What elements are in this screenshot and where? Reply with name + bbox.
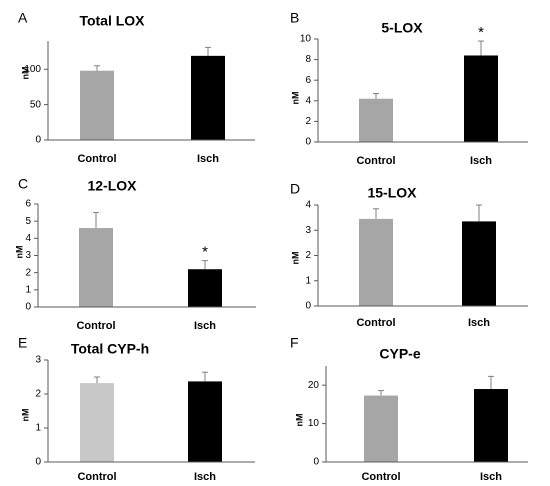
panel-letter: E [18, 335, 27, 351]
chart-title: Total CYP-h [71, 341, 149, 357]
x-category-label: Isch [194, 471, 216, 483]
bar-control [364, 395, 398, 462]
chart-panel-d: D 15-LOX nM 0 1 2 3 4 Control Isch [290, 181, 528, 329]
y-tick-label: 100 [24, 64, 41, 75]
chart-panel-b: B 5-LOX nM 0 2 4 6 8 10 Control * Isch [290, 10, 528, 167]
chart-panel-c: C 12-LOX nM 0 1 2 3 4 5 6 Control * Isch [14, 176, 256, 332]
bar-isch [462, 221, 496, 306]
x-category-label: Isch [480, 471, 502, 483]
chart-title: 12-LOX [87, 178, 137, 194]
y-tick-label: 50 [30, 99, 42, 110]
x-category-label: Control [77, 153, 116, 165]
y-axis-label: nM [290, 92, 300, 105]
panel-letter: C [18, 176, 28, 192]
y-tick-label: 1 [305, 275, 311, 286]
y-tick-label: 1 [35, 423, 41, 434]
y-axis-label: nM [20, 409, 30, 422]
y-tick-label: 0 [313, 457, 319, 468]
y-tick-label: 3 [25, 250, 31, 261]
significance-marker: * [478, 24, 484, 41]
x-category-label: Isch [197, 153, 219, 165]
y-tick-label: 10 [300, 34, 312, 45]
y-tick-label: 4 [25, 233, 31, 244]
chart-title: 15-LOX [367, 185, 417, 201]
y-axis-label: nM [14, 246, 24, 259]
y-tick-label: 8 [305, 54, 311, 65]
y-tick-label: 4 [305, 95, 311, 106]
bar-control [359, 98, 393, 142]
y-tick-label: 0 [35, 135, 41, 146]
y-tick-label: 5 [25, 216, 31, 227]
bar-control [79, 228, 113, 307]
y-tick-label: 0 [25, 302, 31, 313]
x-category-label: Control [356, 317, 395, 329]
x-category-label: Isch [194, 320, 216, 332]
chart-panel-a: A Total LOX nM 0 50 100 Control Isch [18, 10, 255, 165]
bar-isch [474, 389, 508, 462]
y-tick-label: 0 [305, 301, 311, 312]
y-tick-label: 6 [305, 75, 311, 86]
bar-control [359, 218, 393, 306]
bar-isch [188, 269, 222, 307]
bar-isch [191, 55, 225, 140]
chart-panel-f: F CYP-e nM 0 10 20 Control Isch [290, 335, 528, 483]
y-tick-label: 0 [35, 457, 41, 468]
y-axis-label: nM [294, 414, 304, 427]
y-axis-label: nM [20, 67, 30, 80]
y-tick-label: 10 [308, 418, 320, 429]
significance-marker: * [202, 244, 208, 261]
y-tick-label: 3 [35, 355, 41, 366]
y-tick-label: 20 [308, 380, 320, 391]
y-tick-label: 4 [305, 200, 311, 211]
chart-title: Total LOX [79, 13, 145, 29]
y-tick-label: 0 [305, 137, 311, 148]
panel-letter: A [18, 10, 28, 26]
chart-panel-e: E Total CYP-h nM 0 1 2 3 Control Isch [18, 335, 255, 483]
chart-title: CYP-e [379, 346, 420, 362]
panel-letter: B [290, 10, 299, 26]
y-tick-label: 2 [305, 116, 311, 127]
x-category-label: Control [356, 155, 395, 167]
y-tick-label: 3 [305, 225, 311, 236]
x-category-label: Control [76, 320, 115, 332]
y-axis-label: nM [290, 252, 300, 265]
y-tick-label: 2 [305, 250, 311, 261]
x-category-label: Isch [470, 155, 492, 167]
panel-letter: D [290, 181, 300, 197]
chart-title: 5-LOX [381, 20, 423, 36]
y-tick-label: 2 [25, 267, 31, 278]
bar-isch [188, 381, 222, 462]
panel-letter: F [290, 335, 299, 351]
bar-isch [464, 55, 498, 143]
x-category-label: Control [77, 471, 116, 483]
bar-control [80, 70, 114, 140]
x-category-label: Isch [468, 317, 490, 329]
y-tick-label: 6 [25, 199, 31, 210]
x-category-label: Control [361, 471, 400, 483]
y-tick-label: 2 [35, 389, 41, 400]
bar-control [80, 383, 114, 462]
y-tick-label: 1 [25, 284, 31, 295]
